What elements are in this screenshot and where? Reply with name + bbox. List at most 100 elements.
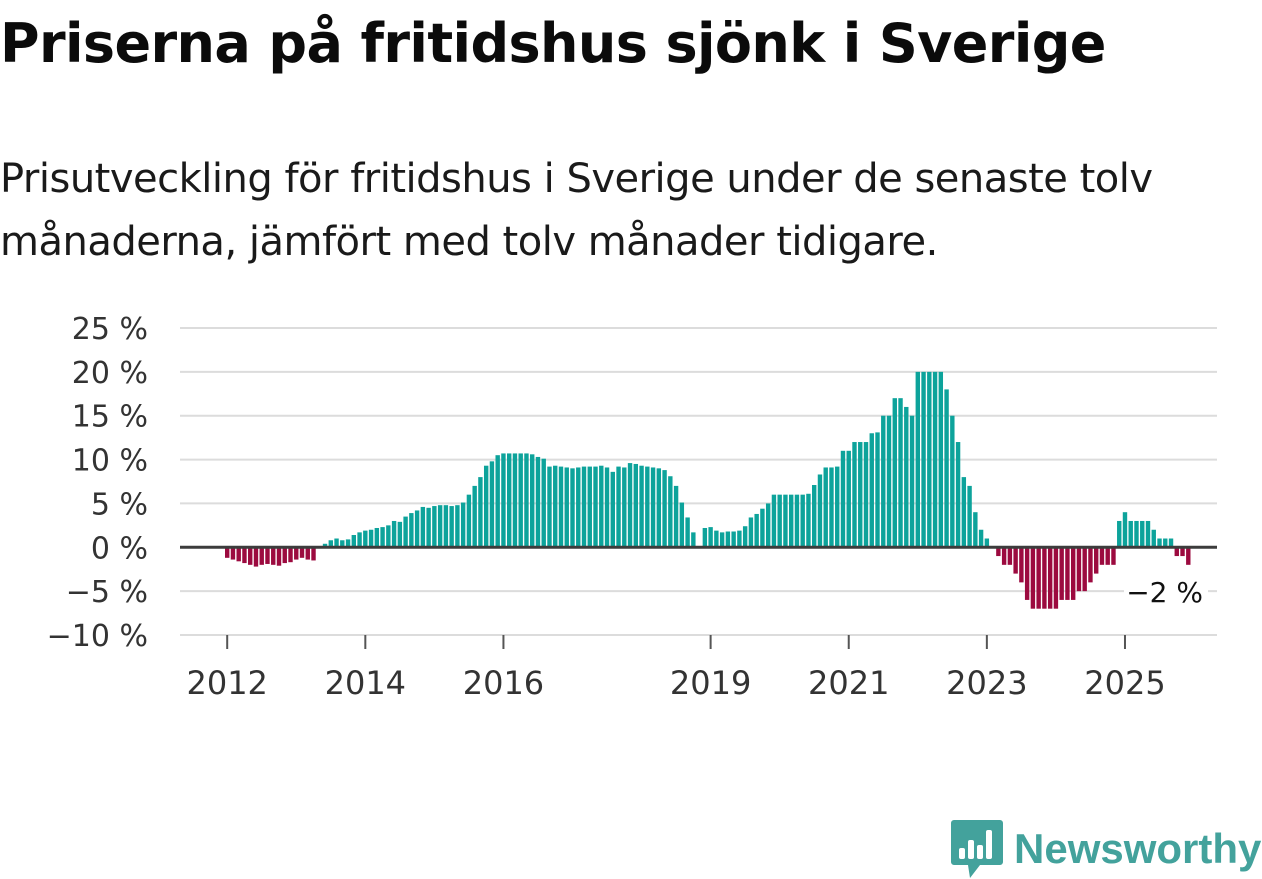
data-bar: [322, 543, 328, 548]
data-bar: [345, 539, 351, 548]
data-bar: [1013, 547, 1018, 574]
data-bar: [702, 527, 708, 548]
data-bar: [553, 465, 558, 548]
x-tick-label: 2023: [946, 664, 1027, 702]
data-bar: [1007, 547, 1013, 565]
x-tick-label: 2014: [325, 664, 406, 702]
data-bar: [1070, 547, 1076, 600]
data-bar: [714, 530, 719, 548]
data-bar: [881, 415, 886, 548]
data-bar: [535, 456, 541, 548]
data-bar: [719, 532, 725, 548]
data-bar: [955, 442, 961, 548]
data-bar: [449, 506, 454, 548]
data-bar: [414, 510, 420, 548]
data-bar: [1094, 547, 1099, 574]
data-bar: [489, 461, 495, 548]
data-bar: [973, 512, 978, 548]
data-bar: [271, 547, 276, 565]
data-bar: [1076, 547, 1082, 592]
data-bar: [1134, 520, 1139, 548]
data-bar: [1047, 547, 1053, 609]
data-bar: [305, 547, 310, 560]
data-bar: [1186, 547, 1191, 565]
data-bar: [812, 485, 817, 548]
y-tick-label: 15 %: [72, 400, 148, 435]
x-tick-label: 2012: [186, 664, 267, 702]
data-bar: [1140, 520, 1145, 548]
newsworthy-logo: Newsworthy: [950, 818, 1261, 879]
data-bar: [248, 547, 253, 565]
data-bar: [996, 547, 1001, 557]
data-bar: [363, 530, 368, 548]
data-bar: [788, 494, 794, 548]
data-bar: [662, 470, 667, 548]
data-bar: [944, 389, 949, 548]
data-bar: [512, 453, 518, 548]
data-bar: [351, 535, 357, 548]
data-bar: [1042, 547, 1047, 609]
data-bar: [564, 467, 569, 548]
data-bar: [282, 547, 287, 564]
data-bar: [403, 516, 408, 548]
data-bar: [501, 453, 506, 548]
data-bar: [806, 493, 811, 548]
data-bar: [817, 474, 823, 548]
data-bar: [455, 505, 460, 548]
data-bar: [904, 406, 909, 548]
data-bar: [938, 371, 944, 548]
data-bar: [645, 466, 650, 548]
data-bar: [927, 371, 932, 548]
chart-subtitle: Prisutveckling för fritidshus i Sverige …: [0, 156, 1153, 265]
data-bar: [921, 371, 926, 548]
data-bar: [472, 485, 477, 548]
data-bar: [984, 538, 990, 548]
y-tick-label: 0 %: [91, 531, 148, 566]
data-bar: [236, 547, 241, 562]
data-bar: [1099, 547, 1105, 565]
data-bar: [604, 467, 610, 548]
data-bar: [1001, 547, 1007, 565]
data-bar: [777, 494, 782, 548]
data-bar: [742, 526, 748, 548]
data-bar: [708, 527, 713, 548]
data-bar: [961, 477, 967, 548]
data-bar: [967, 485, 972, 548]
data-bar: [950, 415, 955, 548]
data-bar: [432, 506, 437, 548]
data-bar: [886, 415, 892, 548]
data-bar: [587, 466, 592, 548]
data-bar: [691, 532, 696, 548]
data-bar: [443, 505, 449, 548]
data-bar: [558, 466, 564, 548]
data-bar: [731, 531, 736, 548]
data-bar: [679, 502, 685, 548]
data-bar: [340, 540, 345, 548]
y-tick-label: −5 %: [66, 575, 148, 610]
data-bar: [1174, 547, 1179, 557]
data-bar: [610, 471, 615, 548]
data-bar: [541, 458, 546, 548]
data-bar: [507, 453, 512, 548]
data-bar: [483, 465, 489, 548]
data-bar: [668, 476, 673, 548]
data-bar: [915, 371, 920, 548]
x-tick-label: 2016: [463, 664, 544, 702]
data-bar: [547, 466, 552, 548]
data-bar: [1065, 547, 1070, 600]
data-bar: [622, 467, 627, 548]
data-bar: [593, 466, 598, 548]
data-bar: [829, 467, 834, 548]
data-bar: [1117, 520, 1122, 548]
data-bar: [898, 398, 903, 548]
data-bar: [1128, 520, 1133, 548]
data-bar: [253, 547, 259, 567]
data-bar: [875, 432, 880, 548]
data-bar: [858, 442, 863, 548]
data-bar: [840, 450, 846, 548]
data-bar: [334, 538, 339, 548]
data-bar: [299, 547, 305, 558]
data-bar: [391, 520, 397, 548]
data-bar: [426, 507, 431, 548]
